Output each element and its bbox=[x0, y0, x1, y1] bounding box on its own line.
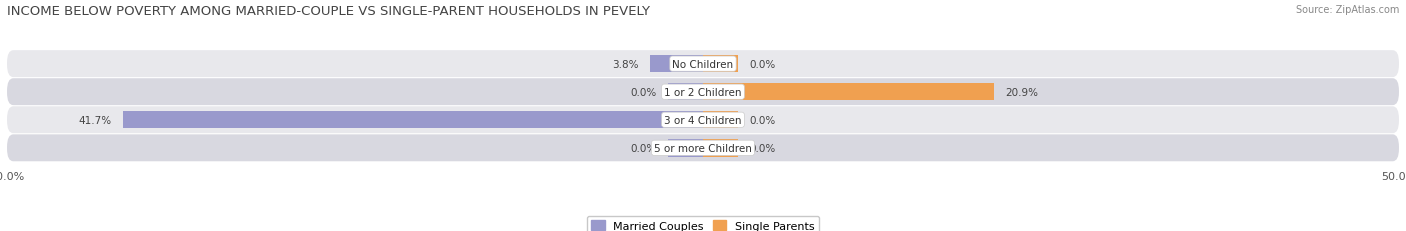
Text: 0.0%: 0.0% bbox=[631, 143, 657, 153]
Text: 20.9%: 20.9% bbox=[1005, 87, 1038, 97]
Bar bbox=[703, 84, 994, 101]
Text: 41.7%: 41.7% bbox=[79, 115, 111, 125]
Text: 0.0%: 0.0% bbox=[749, 59, 775, 69]
Bar bbox=[668, 84, 703, 101]
FancyBboxPatch shape bbox=[7, 107, 1399, 134]
Bar bbox=[703, 112, 738, 129]
Text: 3 or 4 Children: 3 or 4 Children bbox=[664, 115, 742, 125]
Text: 0.0%: 0.0% bbox=[749, 115, 775, 125]
Text: No Children: No Children bbox=[672, 59, 734, 69]
Bar bbox=[703, 56, 738, 73]
Text: INCOME BELOW POVERTY AMONG MARRIED-COUPLE VS SINGLE-PARENT HOUSEHOLDS IN PEVELY: INCOME BELOW POVERTY AMONG MARRIED-COUPL… bbox=[7, 5, 650, 18]
Text: 1 or 2 Children: 1 or 2 Children bbox=[664, 87, 742, 97]
Text: 0.0%: 0.0% bbox=[749, 143, 775, 153]
FancyBboxPatch shape bbox=[7, 135, 1399, 161]
Text: Source: ZipAtlas.com: Source: ZipAtlas.com bbox=[1295, 5, 1399, 15]
Bar bbox=[703, 140, 738, 157]
FancyBboxPatch shape bbox=[7, 51, 1399, 78]
Legend: Married Couples, Single Parents: Married Couples, Single Parents bbox=[586, 216, 820, 231]
Text: 0.0%: 0.0% bbox=[631, 87, 657, 97]
FancyBboxPatch shape bbox=[7, 79, 1399, 106]
Text: 3.8%: 3.8% bbox=[613, 59, 638, 69]
Text: 5 or more Children: 5 or more Children bbox=[654, 143, 752, 153]
Bar bbox=[122, 112, 703, 129]
Bar bbox=[668, 140, 703, 157]
Bar bbox=[650, 56, 703, 73]
